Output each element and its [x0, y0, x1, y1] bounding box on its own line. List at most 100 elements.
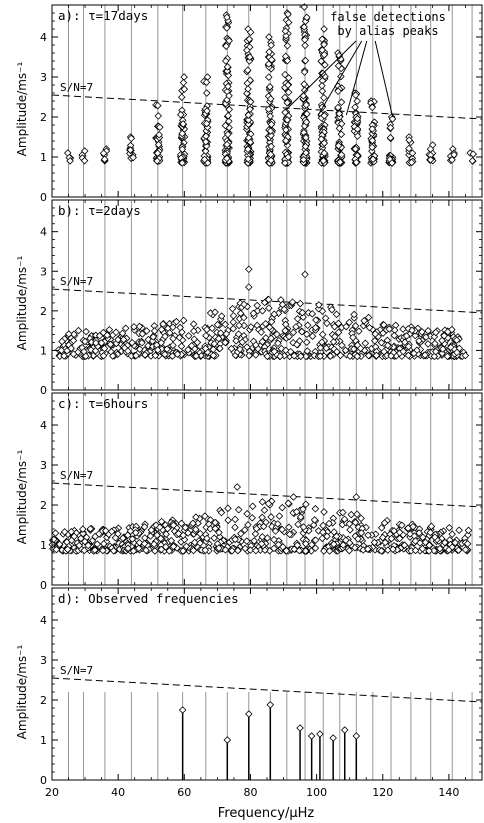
- y-tick-label: 1: [40, 539, 47, 552]
- data-point: [240, 300, 248, 309]
- data-point: [303, 110, 311, 118]
- data-point: [92, 339, 100, 347]
- data-point: [100, 539, 108, 548]
- data-point: [221, 57, 230, 65]
- data-point: [387, 352, 395, 360]
- data-point: [153, 531, 161, 539]
- data-point: [225, 92, 233, 100]
- data-point: [248, 514, 256, 522]
- data-point: [246, 105, 254, 114]
- data-point: [189, 519, 197, 528]
- data-point: [225, 36, 233, 45]
- data-point: [82, 327, 90, 336]
- data-point: [443, 352, 452, 361]
- data-point: [357, 514, 365, 523]
- data-point: [339, 508, 347, 517]
- y-axis-label: Amplitude/ms⁻¹: [15, 62, 29, 157]
- data-point: [448, 156, 456, 164]
- data-point: [241, 544, 249, 553]
- data-point: [112, 328, 120, 337]
- data-point: [415, 337, 423, 345]
- data-point: [169, 323, 177, 331]
- data-point: [294, 520, 302, 529]
- data-point: [283, 98, 291, 107]
- data-point: [196, 529, 204, 538]
- data-point: [222, 330, 231, 338]
- data-point: [364, 313, 373, 322]
- data-point: [67, 527, 76, 536]
- data-point: [281, 70, 289, 79]
- data-point: [380, 347, 388, 356]
- data-point: [88, 537, 97, 545]
- y-tick-label: 4: [40, 614, 47, 627]
- data-point: [178, 145, 187, 154]
- data-point: [300, 80, 308, 88]
- data-point: [210, 534, 218, 542]
- data-point: [150, 327, 159, 335]
- annotation-arrow: [345, 40, 368, 116]
- data-point: [401, 338, 409, 346]
- data-point: [379, 329, 387, 337]
- data-point: [336, 351, 345, 360]
- data-point: [311, 505, 320, 513]
- data-point: [267, 41, 275, 50]
- data-point: [74, 326, 83, 335]
- data-point: [368, 103, 377, 112]
- data-point: [410, 349, 418, 358]
- data-point: [405, 144, 413, 153]
- data-point: [147, 526, 156, 534]
- data-point: [225, 117, 233, 126]
- data-point: [237, 529, 245, 538]
- data-point: [388, 115, 397, 123]
- data-point: [167, 536, 176, 545]
- data-point: [302, 352, 310, 361]
- data-point: [138, 330, 147, 338]
- data-point: [285, 530, 294, 539]
- data-point: [80, 156, 89, 165]
- data-point: [415, 529, 423, 537]
- data-point: [281, 326, 289, 335]
- y-tick-label: 2: [40, 694, 47, 707]
- data-point: [440, 332, 448, 340]
- data-point: [246, 98, 255, 106]
- data-point: [86, 525, 95, 533]
- data-point: [350, 345, 358, 353]
- data-point: [320, 149, 329, 157]
- data-point: [300, 23, 308, 31]
- data-point: [431, 533, 439, 541]
- data-point: [353, 132, 362, 140]
- data-point: [293, 340, 301, 349]
- data-point: [244, 111, 253, 119]
- data-point: [157, 517, 166, 526]
- data-point: [141, 351, 149, 359]
- data-point: [430, 546, 438, 555]
- data-point: [242, 537, 251, 545]
- data-point: [177, 93, 186, 101]
- x-tick-label: 140: [438, 786, 459, 799]
- data-point: [203, 325, 211, 334]
- data-point: [119, 335, 128, 344]
- data-point: [377, 524, 386, 532]
- data-point: [337, 120, 346, 128]
- data-point: [311, 323, 320, 332]
- data-point: [180, 73, 188, 81]
- snr-label: S/N=7: [60, 81, 93, 94]
- data-point: [267, 156, 275, 165]
- data-point: [69, 336, 78, 345]
- data-point: [178, 159, 187, 167]
- data-point: [126, 146, 135, 154]
- data-point: [57, 346, 66, 355]
- data-point: [293, 315, 302, 323]
- observed-frequency-marker: [223, 736, 232, 744]
- data-point: [144, 335, 153, 344]
- data-point: [270, 310, 279, 318]
- data-point: [389, 545, 397, 553]
- axes-frame: [51, 199, 483, 391]
- data-point: [325, 519, 333, 528]
- data-point: [351, 518, 360, 527]
- data-point: [216, 344, 224, 353]
- data-point-outlier: [233, 483, 241, 491]
- data-point: [285, 332, 293, 341]
- data-point: [181, 523, 190, 532]
- data-point: [142, 546, 150, 555]
